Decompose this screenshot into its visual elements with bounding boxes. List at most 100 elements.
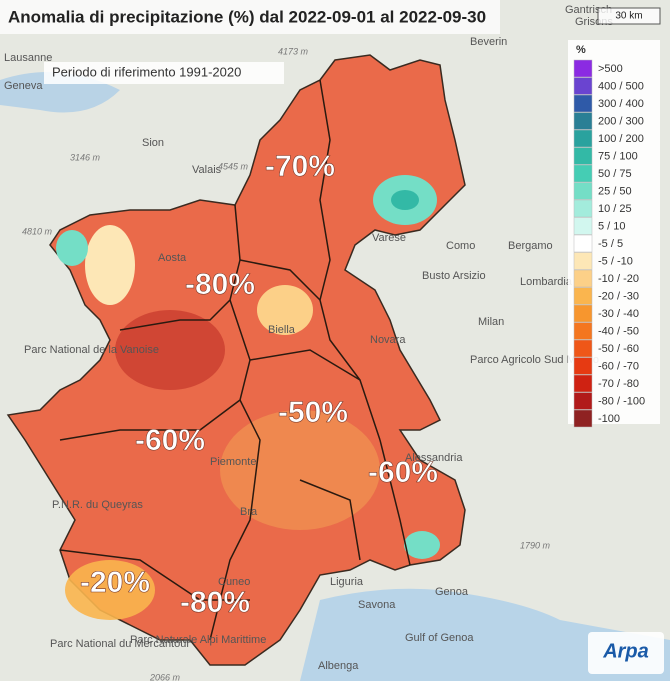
legend-label: 400 / 500 [598, 80, 644, 92]
legend-label: -30 / -40 [598, 308, 639, 320]
scale-bar [597, 7, 661, 25]
place-label: Parc National de la Vanoise [24, 344, 159, 356]
legend-swatch [573, 304, 593, 323]
legend-swatch [573, 339, 593, 358]
place-label: Gulf of Genoa [405, 632, 474, 644]
legend-label: 300 / 400 [598, 98, 644, 110]
legend-label: 200 / 300 [598, 115, 644, 127]
legend-label: -50 / -60 [598, 343, 639, 355]
place-label: Cuneo [218, 576, 250, 588]
legend-swatch [573, 59, 593, 78]
anomaly-label: -70% [265, 150, 335, 183]
place-label: Busto Arsizio [422, 270, 486, 282]
place-label: Albenga [318, 660, 359, 672]
anomaly-zone [257, 285, 313, 335]
legend-swatch [573, 374, 593, 393]
anomaly-label: -60% [368, 456, 438, 489]
elevation-label: 4173 m [278, 46, 309, 56]
place-label: Aosta [158, 252, 187, 264]
sea [300, 588, 670, 681]
subtitle-bg [44, 62, 284, 84]
place-label: Biella [268, 324, 296, 336]
place-label: Parc Naturale Alpi Marittime [130, 634, 266, 646]
place-label: Como [446, 240, 475, 252]
place-labels: Lausanne Sion Valais Aosta Biella Novara Como B… [4, 4, 613, 672]
legend-label: >500 [598, 63, 623, 75]
legend-swatch [573, 199, 593, 218]
anomaly-label: -50% [278, 396, 348, 429]
anomaly-zone [115, 310, 225, 390]
legend-label: 100 / 200 [598, 133, 644, 145]
place-label: Liguria [330, 576, 364, 588]
legend-swatch [573, 287, 593, 305]
place-label: Parco Agricolo Sud Milano [470, 354, 599, 366]
elevation-label: 1790 m [520, 540, 551, 550]
elevation-label: 3146 m [70, 152, 101, 162]
legend-swatch [573, 147, 593, 165]
anomaly-labels: -70% -80% -50% -60% -60% -20% -80% [80, 150, 439, 620]
legend-swatch [573, 234, 593, 253]
legend-label: 10 / 25 [598, 203, 632, 215]
title-bg [0, 0, 500, 34]
anomaly-zone [391, 190, 419, 210]
anomaly-zone [404, 531, 440, 559]
legend-swatch [573, 182, 593, 200]
subtitle: Periodo di riferimento 1991-2020 [52, 64, 241, 79]
legend-label: -60 / -70 [598, 360, 639, 372]
legend-label: 5 / 10 [598, 220, 626, 232]
place-label: Parc National du Mercantour [50, 638, 190, 650]
anomaly-zone [85, 225, 135, 305]
elevation-label: 4545 m [218, 161, 249, 171]
place-label: Geneva [4, 80, 43, 92]
legend-swatch [573, 252, 593, 270]
anomaly-label: -60% [135, 424, 205, 457]
place-label: Varese [372, 232, 406, 244]
elevation-labels: 4173 m 3146 m 4545 m 4810 m 1790 m 2066 m [22, 46, 551, 682]
place-label: P.N.R. du Queyras [52, 499, 143, 511]
legend-label: -80 / -100 [598, 395, 645, 407]
legend-swatch [573, 77, 593, 95]
place-label: Bra [240, 506, 258, 518]
place-label: Genoa [435, 586, 469, 598]
legend-swatch [573, 357, 593, 375]
place-label: Alessandria [405, 452, 463, 464]
legend-label: -20 / -30 [598, 290, 639, 302]
anomaly-label: -20% [80, 566, 150, 599]
legend-swatch [573, 164, 593, 183]
legend-swatch [573, 392, 593, 410]
legend-title: % [576, 44, 586, 56]
elevation-label: 2066 m [149, 672, 181, 681]
legend-swatch [573, 94, 593, 113]
place-label: Lausanne [4, 52, 52, 64]
title: Anomalia di precipitazione (%) dal 2022-… [8, 7, 486, 26]
legend-label: -100 [598, 413, 620, 425]
logo-bg [588, 632, 664, 674]
logo: Arpa [602, 640, 649, 662]
elevation-label: 4810 m [22, 226, 53, 236]
anomaly-label: -80% [180, 586, 250, 619]
legend-label: -40 / -50 [598, 325, 639, 337]
legend-label: -5 / -10 [598, 255, 633, 267]
legend-swatch [573, 322, 593, 340]
legend-label: -5 / 5 [598, 238, 623, 250]
legend-label: 75 / 100 [598, 150, 638, 162]
legend-swatch [573, 269, 593, 288]
legend-swatch [573, 112, 593, 130]
place-label: Novara [370, 334, 406, 346]
anomaly-zone [65, 560, 155, 620]
legend-label: 25 / 50 [598, 185, 632, 197]
place-label: Savona [358, 599, 396, 611]
place-label: Sion [142, 137, 164, 149]
anomaly-label: -80% [185, 268, 255, 301]
place-label: Beverin [470, 36, 507, 48]
legend-swatch [573, 217, 593, 235]
legend-swatch [573, 409, 593, 428]
legend-label: 50 / 75 [598, 168, 632, 180]
legend-swatch [573, 129, 593, 148]
place-label: Bergamo [508, 240, 553, 252]
legend-label: -10 / -20 [598, 273, 639, 285]
place-label: Valais [192, 164, 222, 176]
place-label: Piemonte [210, 456, 256, 468]
legend: >500 400 / 500 300 / 400 200 / 300 100 / 200… [573, 59, 645, 428]
